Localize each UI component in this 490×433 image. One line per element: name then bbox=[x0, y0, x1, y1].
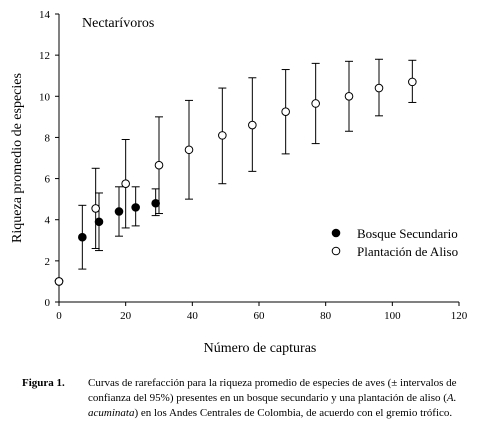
x-tick-label: 120 bbox=[451, 310, 468, 322]
caption-text-part2: ) en los Andes Centrales de Colombia, de… bbox=[134, 407, 453, 419]
caption-text-part1: Curvas de rarefacción para la riqueza pr… bbox=[88, 377, 457, 404]
data-point bbox=[151, 198, 160, 208]
legend-label-bosque-secundario: Bosque Secundario bbox=[357, 226, 458, 241]
y-axis-label: Riqueza promedio de especies bbox=[10, 73, 25, 243]
caption-text: Curvas de rarefacción para la riqueza pr… bbox=[88, 376, 482, 421]
x-tick-label: 40 bbox=[187, 310, 199, 322]
data-point bbox=[121, 179, 130, 189]
data-point bbox=[94, 217, 104, 227]
data-point bbox=[114, 207, 124, 216]
data-point bbox=[281, 107, 290, 117]
y-tick-label: 12 bbox=[39, 50, 50, 62]
axes: 0 20 40 60 80 100 120 0 2 4 6 8 10 12 14 bbox=[39, 9, 468, 322]
series-bosque-secundario bbox=[54, 186, 160, 286]
data-point bbox=[374, 83, 384, 93]
y-tick-label: 6 bbox=[45, 174, 51, 186]
y-tick-label: 8 bbox=[45, 132, 51, 144]
data-point bbox=[408, 77, 417, 87]
data-layer bbox=[54, 58, 417, 286]
x-tick-label: 80 bbox=[320, 310, 332, 322]
y-tick-label: 2 bbox=[45, 256, 51, 268]
legend-marker-plantacion-de-aliso bbox=[331, 246, 341, 256]
x-tick-label: 60 bbox=[254, 310, 266, 322]
caption-species-name: A. acuminata bbox=[88, 392, 457, 419]
figure-caption: Figura 1. Curvas de rarefacción para la … bbox=[22, 376, 482, 421]
y-tick-label: 10 bbox=[39, 91, 51, 103]
legend-label-plantacion-de-aliso: Plantación de Aliso bbox=[357, 244, 458, 259]
y-tick-label: 0 bbox=[45, 297, 51, 309]
y-tick-label: 14 bbox=[39, 9, 51, 21]
data-point bbox=[218, 131, 227, 140]
chart-title: Nectarívoros bbox=[82, 16, 154, 31]
data-point bbox=[248, 120, 257, 130]
y-tick-label: 4 bbox=[45, 215, 51, 227]
data-point bbox=[344, 91, 354, 101]
data-point bbox=[54, 277, 64, 286]
data-point bbox=[311, 99, 320, 108]
data-point bbox=[91, 204, 100, 213]
legend: Bosque Secundario Plantación de Aliso bbox=[331, 226, 458, 259]
data-point bbox=[78, 232, 87, 242]
data-point bbox=[184, 145, 194, 155]
legend-marker-bosque-secundario bbox=[331, 228, 341, 238]
x-axis-label: Número de capturas bbox=[204, 341, 317, 356]
x-tick-label: 100 bbox=[384, 310, 401, 322]
caption-label: Figura 1. bbox=[22, 377, 65, 389]
data-point bbox=[154, 160, 164, 170]
x-tick-label: 20 bbox=[120, 310, 132, 322]
series-plantacion-de-aliso bbox=[54, 58, 417, 286]
x-tick-label: 0 bbox=[56, 310, 62, 322]
data-point bbox=[131, 203, 140, 212]
